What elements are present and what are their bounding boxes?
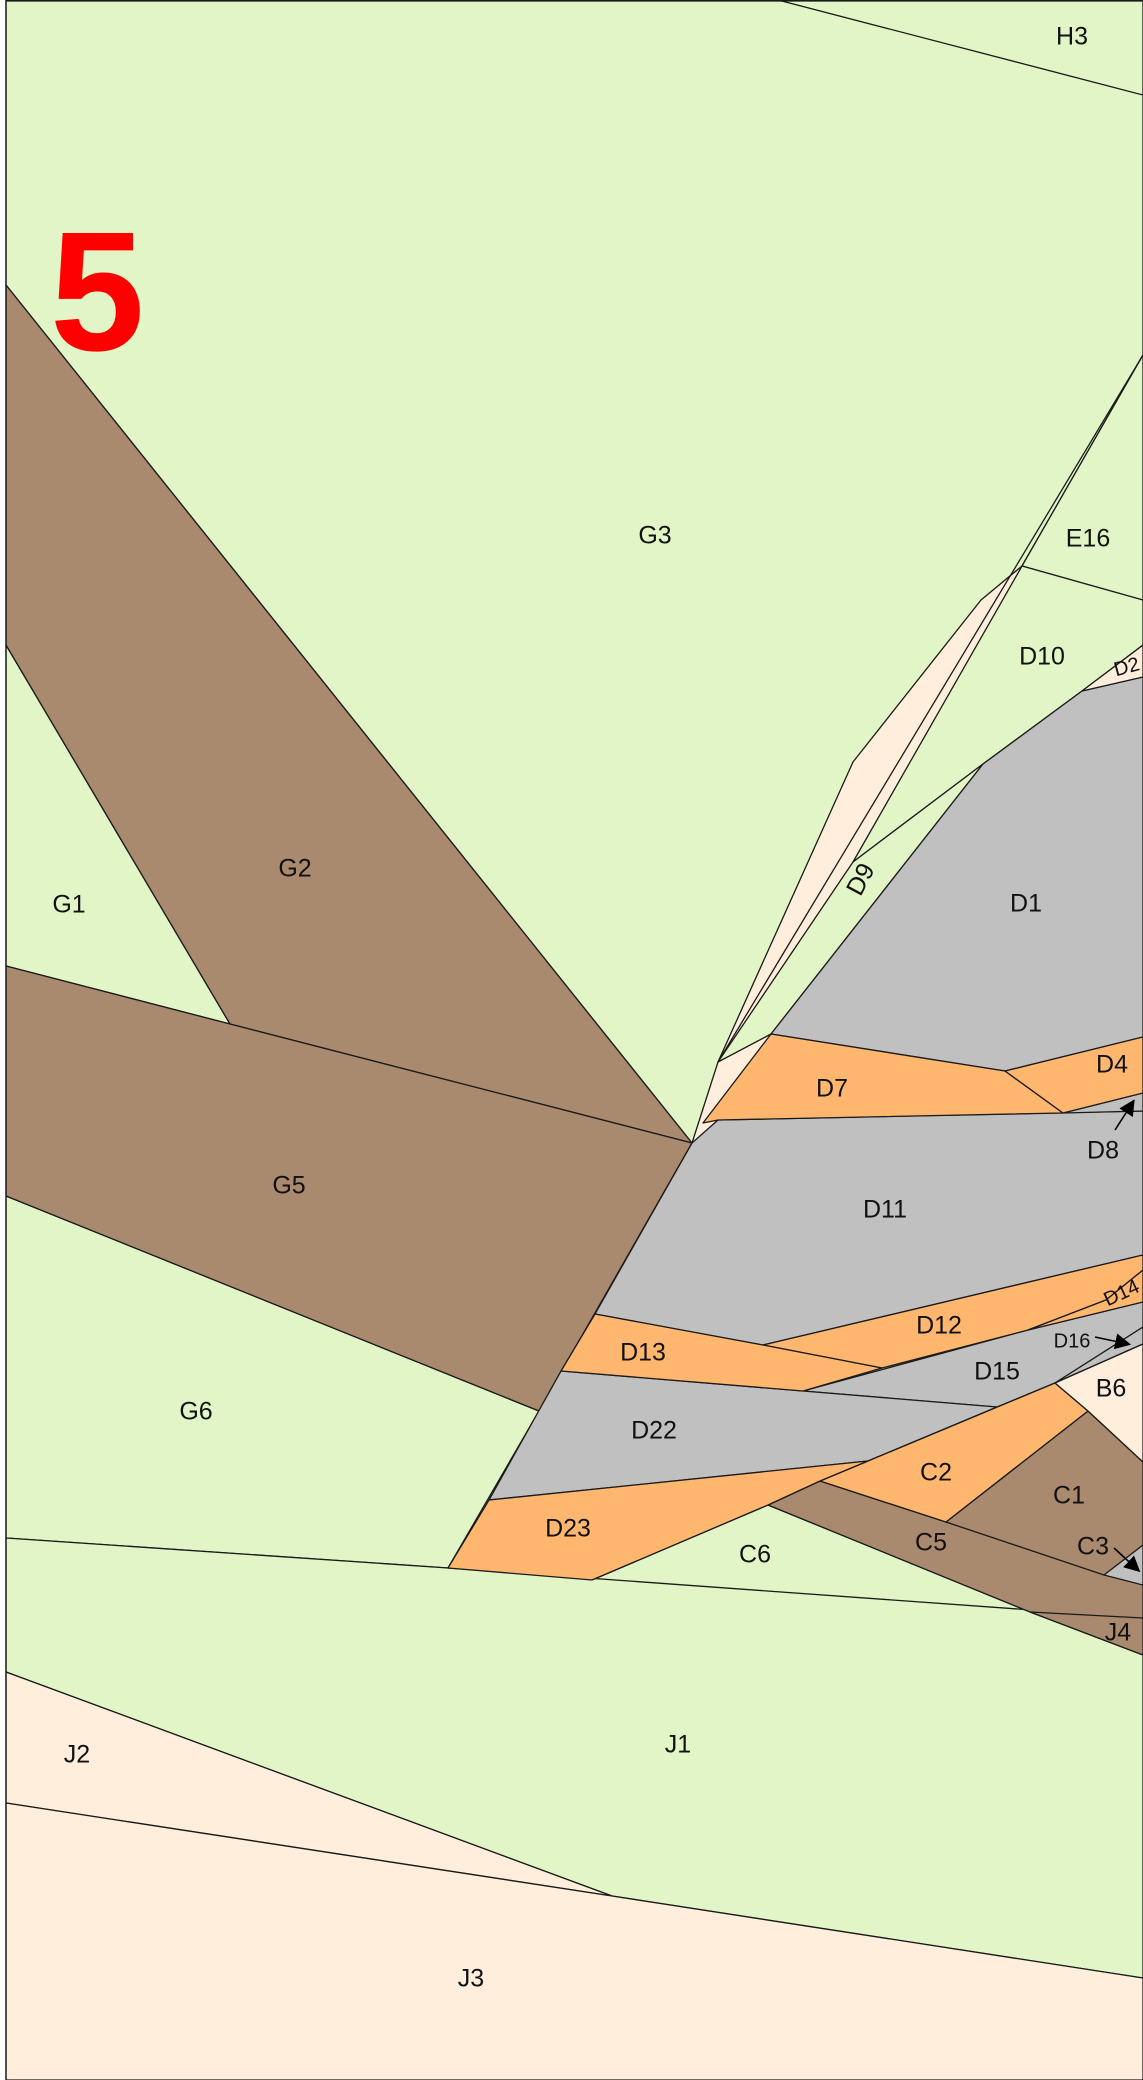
- label-d8: D8: [1087, 1137, 1119, 1165]
- label-c3: C3: [1077, 1533, 1109, 1561]
- label-d10: D10: [1019, 643, 1065, 671]
- arrow-d16: [1094, 1333, 1132, 1350]
- label-j3: J3: [458, 1965, 484, 1993]
- label-d4: D4: [1096, 1051, 1128, 1079]
- label-d15: D15: [974, 1358, 1020, 1386]
- label-j2: J2: [64, 1741, 90, 1769]
- label-d11: D11: [863, 1196, 907, 1224]
- piece-h3: [777, 0, 1143, 96]
- piece-d7: [702, 1033, 1064, 1124]
- label-d12: D12: [916, 1312, 962, 1340]
- label-e16: E16: [1066, 525, 1110, 553]
- arrow-c3: [1113, 1547, 1141, 1573]
- label-j1: J1: [665, 1731, 691, 1759]
- label-j4: J4: [1105, 1619, 1132, 1647]
- piece-d14: [1027, 1269, 1143, 1331]
- label-d23: D23: [545, 1515, 591, 1543]
- label-g1: G1: [52, 891, 85, 919]
- label-d1: D1: [1010, 890, 1042, 918]
- label-g5: G5: [272, 1172, 305, 1200]
- label-c5: C5: [915, 1529, 947, 1557]
- page-number: 5: [50, 197, 145, 387]
- label-g2: G2: [278, 855, 311, 883]
- label-g3: G3: [638, 522, 671, 550]
- arrow-d8: [1114, 1099, 1135, 1131]
- label-b6: B6: [1096, 1375, 1127, 1403]
- seam-line: [717, 354, 1143, 1063]
- label-g6: G6: [179, 1398, 212, 1426]
- piece-d4: [1004, 1036, 1143, 1114]
- label-d16: D16: [1054, 1330, 1091, 1352]
- label-d7: D7: [816, 1075, 848, 1103]
- piece-d23: [447, 1460, 869, 1581]
- piece-b6: [1054, 1343, 1143, 1463]
- piece-j4: [1029, 1611, 1143, 1656]
- label-c6: C6: [739, 1541, 771, 1569]
- label-d22: D22: [631, 1417, 677, 1445]
- label-h3: H3: [1056, 23, 1088, 51]
- label-c1: C1: [1053, 1482, 1085, 1510]
- label-c2: C2: [920, 1459, 952, 1487]
- label-d13: D13: [620, 1339, 666, 1367]
- piece-d2: [1081, 644, 1143, 692]
- piece-d13: [560, 1313, 883, 1392]
